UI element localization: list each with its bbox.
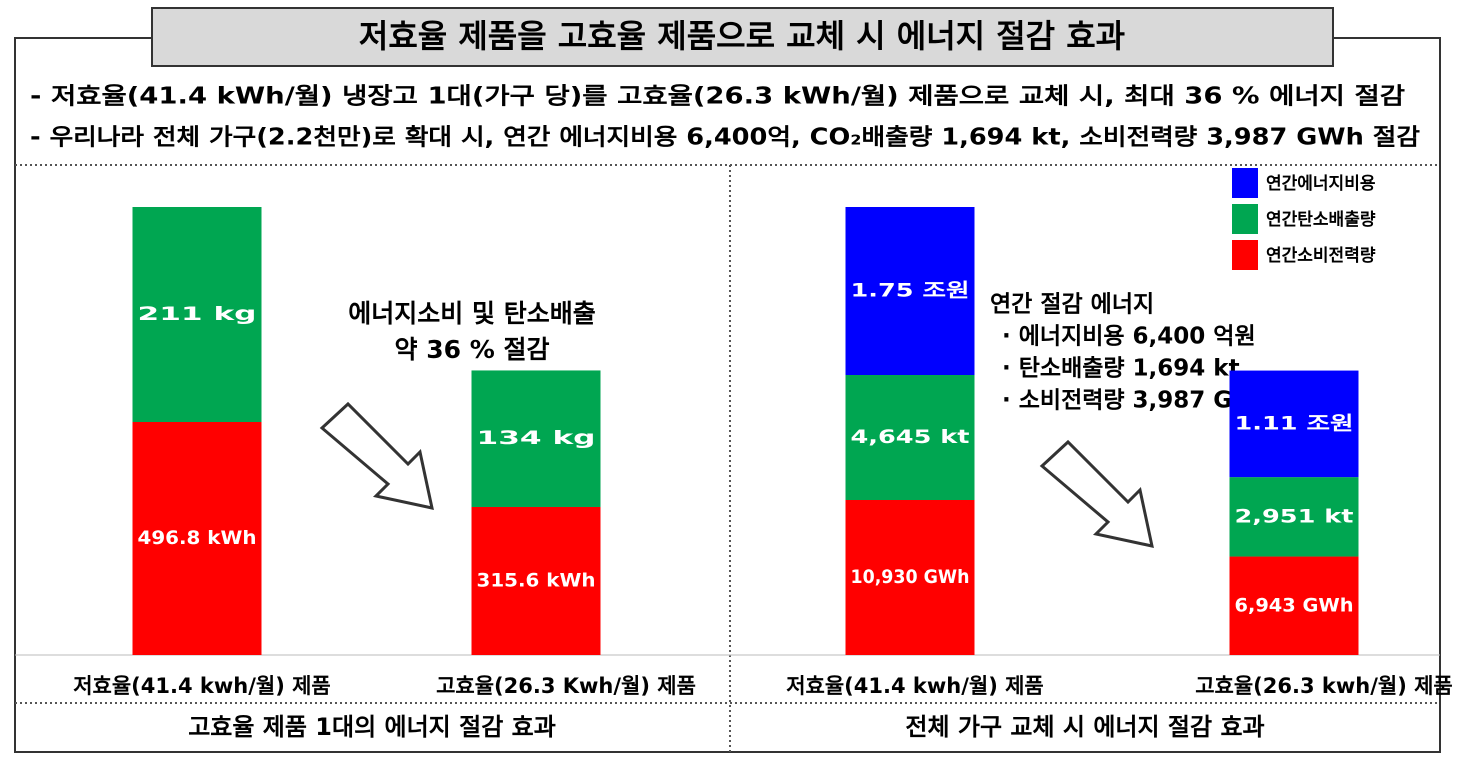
bar-segment (845, 500, 975, 655)
value-label: 2,951 kt (1235, 505, 1354, 527)
legend-swatch (1232, 204, 1258, 234)
arrow (319, 401, 434, 510)
bar-segment (132, 207, 262, 422)
bar-segment (845, 375, 975, 500)
value-label: 10,930 GWh (851, 566, 970, 588)
chart-title: 고효율 제품 1대의 에너지 절감 효과 (188, 713, 556, 741)
page-title: 저효율 제품을 고효율 제품으로 교체 시 에너지 절감 효과 (359, 17, 1125, 55)
bar-segment (1229, 477, 1359, 557)
legend-label: 연간소비전력량 (1266, 246, 1376, 266)
value-label: 211 kg (138, 303, 257, 325)
annotation: 약 36 % 절감 (395, 335, 550, 364)
value-label: 1.11 조원 (1235, 412, 1354, 434)
bullet: - 우리나라 전체 가구(2.2천만)로 확대 시, 연간 에너지비용 6,40… (30, 125, 1420, 151)
value-label: 6,943 GWh (1235, 594, 1354, 616)
title-box (151, 7, 1334, 67)
bar-segment (1229, 556, 1359, 655)
annotation: · 탄소배출량 1,694 kt (1002, 356, 1240, 382)
legend-label: 연간에너지비용 (1266, 174, 1376, 194)
legend-swatch (1232, 168, 1258, 198)
value-label: 134 kg (477, 427, 596, 449)
legend-label: 연간탄소배출량 (1266, 210, 1376, 230)
x-tick-label: 고효율(26.3 kwh/월) 제품 (1195, 674, 1453, 698)
value-label: 496.8 kWh (138, 527, 257, 549)
bar-segment (1229, 370, 1359, 478)
annotation: · 소비전력량 3,987 GWh (1002, 388, 1274, 414)
x-tick-label: 저효율(41.4 kwh/월) 제품 (786, 674, 1044, 698)
annotation: 연간 절감 에너지 (990, 292, 1154, 318)
value-label: 4,645 kt (851, 426, 970, 448)
annotation: 에너지소비 및 탄소배출 (348, 299, 595, 328)
bar-segment (471, 370, 601, 507)
x-tick-label: 저효율(41.4 kwh/월) 제품 (73, 674, 331, 698)
value-label: 1.75 조원 (851, 280, 970, 302)
arrow (1039, 439, 1154, 548)
bar-segment (471, 506, 601, 655)
annotation: · 에너지비용 6,400 억원 (1002, 324, 1256, 350)
bullet: - 저효율(41.4 kWh/월) 냉장고 1대(가구 당)를 고효율(26.3… (30, 84, 1405, 110)
bar-segment (132, 422, 262, 655)
bar-segment (845, 207, 975, 375)
value-label: 315.6 kWh (477, 569, 596, 591)
legend-swatch (1232, 240, 1258, 270)
x-tick-label: 고효율(26.3 Kwh/월) 제품 (436, 674, 696, 698)
chart-title: 전체 가구 교체 시 에너지 절감 효과 (905, 713, 1264, 741)
